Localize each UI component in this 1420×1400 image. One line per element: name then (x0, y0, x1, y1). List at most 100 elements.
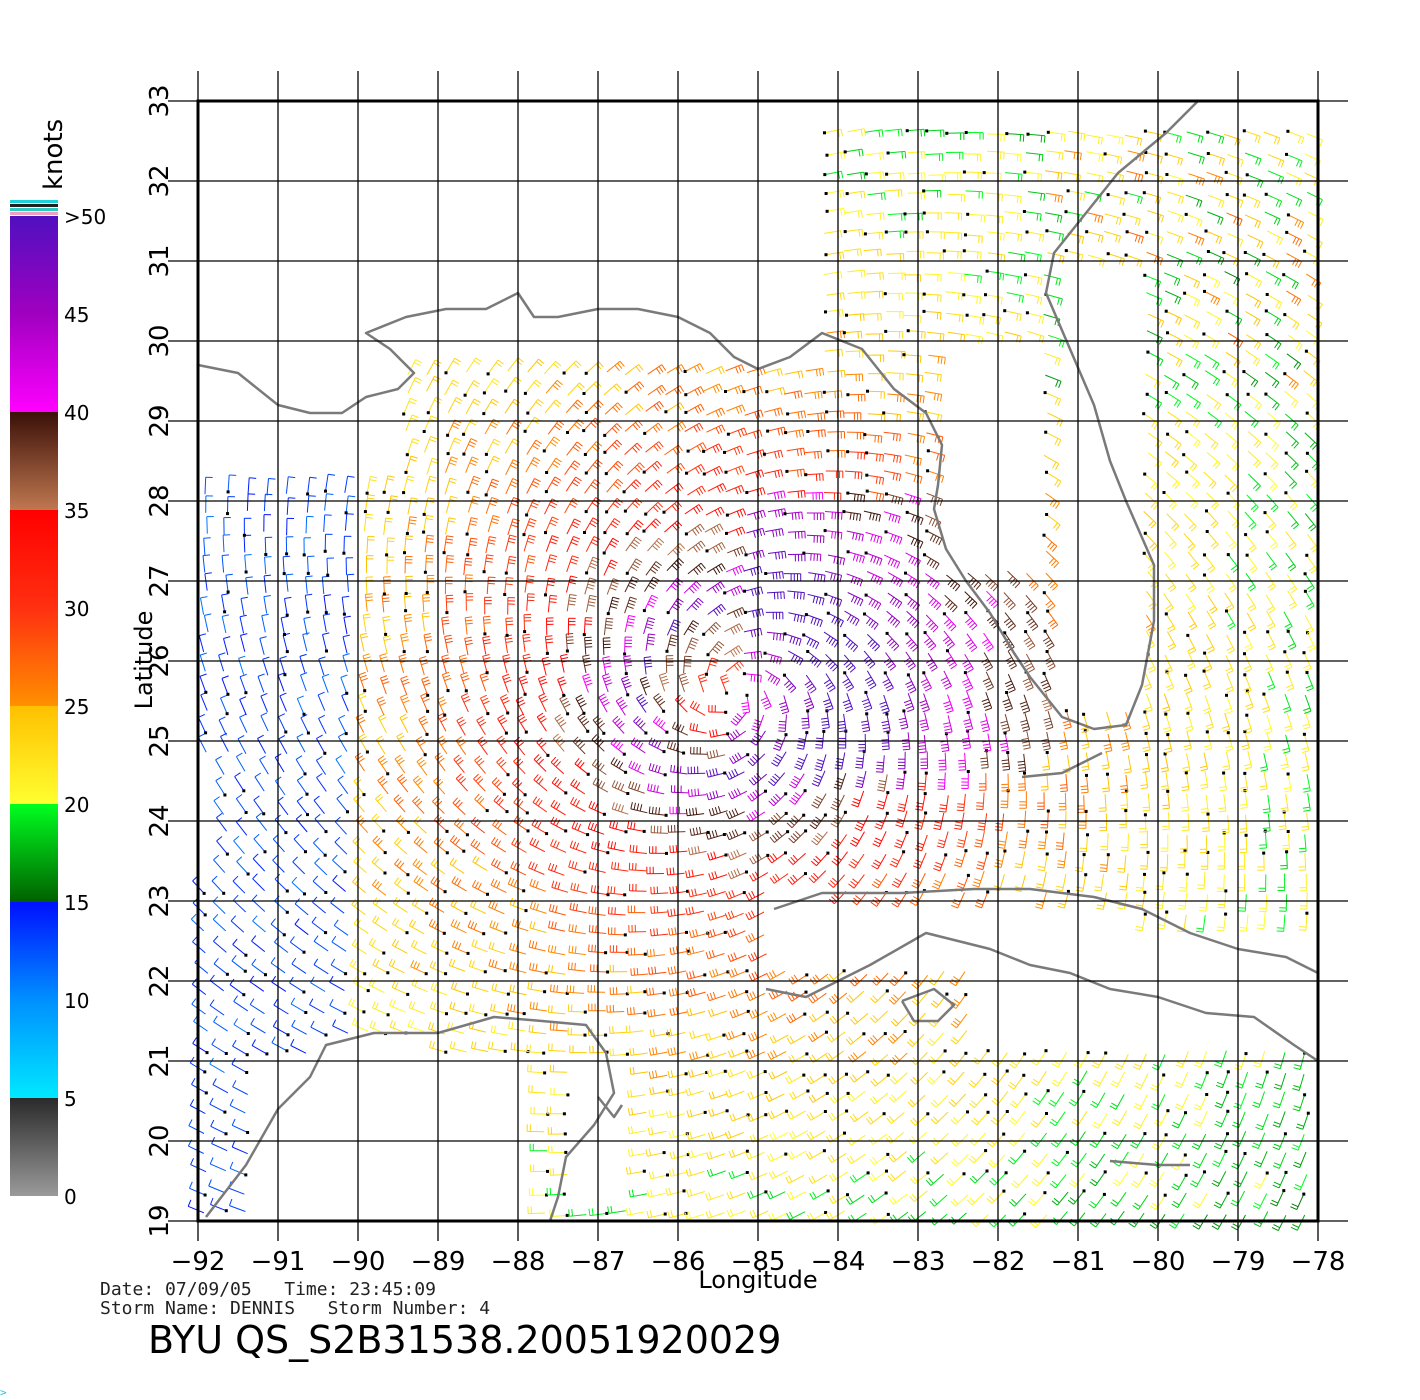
wind-barb (408, 1000, 426, 1015)
wind-barb (888, 1090, 907, 1103)
wind-barb (669, 885, 690, 895)
wind-barb (211, 1038, 228, 1055)
wind-barb (982, 671, 994, 691)
longitude-tick-label: −83 (891, 1247, 946, 1277)
wind-barb (382, 616, 391, 636)
wind-barb (787, 530, 806, 539)
wind-barb (868, 1133, 887, 1145)
wind-barb (247, 477, 257, 495)
wind-barb (906, 610, 920, 629)
wind-barb (218, 716, 227, 736)
latitude-tick-label: 21 (145, 1044, 175, 1077)
wind-barb (582, 673, 593, 693)
wind-barb (965, 333, 984, 345)
wind-barb (1258, 894, 1268, 913)
wind-barb (233, 1018, 250, 1035)
wind-barb (606, 360, 625, 373)
wind-barb (1217, 831, 1226, 851)
wind-barb (903, 693, 915, 713)
wind-barb (745, 1151, 765, 1160)
wind-barb (846, 530, 864, 542)
latitude-tick-label: 30 (145, 324, 175, 357)
wind-barb (1002, 631, 1015, 652)
wind-barb (469, 899, 487, 914)
wind-barb (702, 443, 723, 454)
wind-barb (1162, 712, 1172, 733)
wind-barb (1004, 152, 1022, 162)
wind-barb (1180, 835, 1188, 853)
wind-barb (830, 810, 847, 828)
wind-barb (433, 836, 449, 855)
wind-barb (1088, 1192, 1106, 1209)
wind-barb (321, 575, 330, 595)
wind-barb (1005, 172, 1023, 182)
wind-barb (1298, 852, 1307, 871)
wind-barb (568, 860, 587, 874)
wind-barb (1226, 573, 1237, 593)
wind-barb (331, 935, 347, 952)
wind-barb (1306, 191, 1323, 207)
wind-barb (379, 653, 389, 673)
wind-barb (471, 979, 489, 993)
wind-barb (823, 529, 843, 540)
wind-barb (627, 1107, 647, 1116)
wind-barb (444, 357, 462, 375)
wind-barb (1025, 230, 1045, 242)
wind-barb (376, 696, 387, 716)
wind-barb (215, 755, 225, 775)
wind-barb (1203, 695, 1212, 715)
wind-barb (253, 795, 266, 816)
wind-barb (1047, 412, 1064, 427)
latitude-tick-label: 19 (145, 1204, 175, 1237)
wind-barb (744, 409, 764, 419)
wind-barb (831, 851, 848, 866)
wind-barb (290, 997, 308, 1014)
wind-barb (451, 876, 467, 892)
wind-barb (985, 192, 1003, 202)
wind-barb (1132, 1194, 1149, 1210)
wind-barb (1199, 835, 1208, 854)
wind-barb (648, 1070, 668, 1079)
wind-barb (235, 752, 246, 772)
wind-barb (765, 387, 786, 396)
wind-barb (485, 497, 499, 514)
wind-barb (649, 1029, 670, 1038)
wind-barb (317, 691, 326, 711)
wind-barb (768, 792, 788, 807)
wind-barb (724, 1130, 744, 1140)
wind-barb (1265, 530, 1279, 550)
wind-barb (1288, 334, 1303, 351)
wind-barb (239, 614, 247, 634)
wind-barb (472, 855, 488, 872)
wind-barb (621, 675, 632, 697)
wind-barb (875, 755, 885, 773)
wind-barb (802, 633, 820, 650)
wind-barb (1004, 211, 1022, 221)
wind-barb (1298, 911, 1309, 931)
wind-barb (1132, 1053, 1147, 1071)
wind-barb (1142, 753, 1151, 774)
wind-barb (876, 791, 890, 810)
wind-barb (353, 776, 366, 797)
coastline-segment (765, 931, 1319, 1063)
wind-barb (866, 1112, 886, 1125)
wind-barb (1018, 829, 1030, 849)
coastline-segment (900, 987, 956, 1023)
wind-barb (491, 983, 510, 996)
wind-barb (386, 556, 395, 575)
wind-barb (251, 894, 266, 912)
wind-barb (541, 656, 551, 676)
wind-barb (547, 862, 565, 876)
wind-barb (212, 896, 226, 914)
wind-barb (523, 416, 541, 433)
wind-barb (849, 1070, 870, 1083)
wind-barb (743, 608, 764, 618)
wind-barb (966, 212, 986, 223)
wind-barb (567, 1004, 587, 1014)
wind-barb (611, 861, 629, 872)
wind-barb (371, 856, 387, 875)
wind-barb (724, 384, 745, 395)
wind-barb (1001, 773, 1009, 792)
wind-barb (1092, 1113, 1108, 1129)
wind-barb (1166, 513, 1180, 532)
